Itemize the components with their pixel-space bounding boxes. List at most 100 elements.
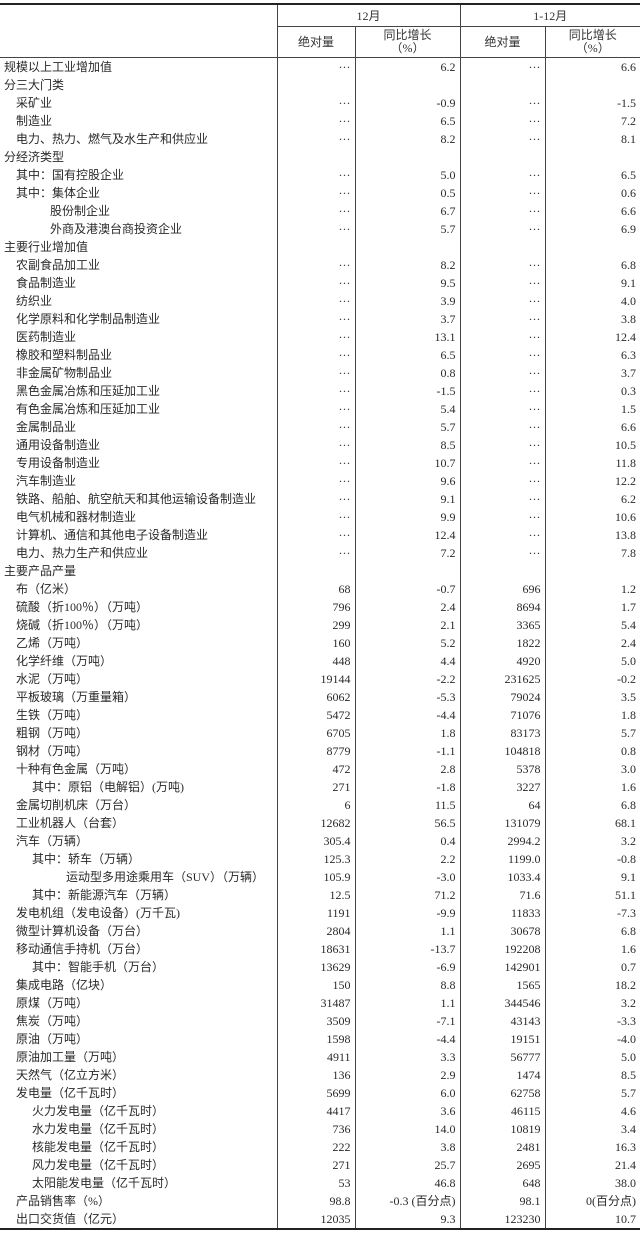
ytd-absolute: 71076 — [459, 706, 546, 724]
month-absolute: ··· — [276, 130, 355, 148]
ytd-absolute: 696 — [459, 580, 546, 598]
table-row: 粗钢（万吨） 6705 1.8 83173 5.7 — [0, 724, 640, 742]
row-label: 金属制品业 — [16, 420, 77, 434]
ytd-absolute — [459, 562, 546, 580]
table-row: 集成电路（亿块） 150 8.8 1565 18.2 — [0, 976, 640, 994]
row-label: 十种有色金属（万吨） — [16, 762, 137, 776]
ytd-yoy: 6.6 — [544, 418, 640, 436]
ytd-yoy: 16.3 — [544, 1138, 640, 1156]
row-label: 其中：智能手机（万台） — [32, 960, 165, 974]
row-label: 食品制造业 — [16, 276, 77, 290]
month-yoy: 1.1 — [354, 922, 461, 940]
month-yoy: 6.2 — [354, 57, 461, 76]
month-absolute: 12035 — [276, 1210, 355, 1230]
table-row: 水泥（万吨） 19144 -2.2 231625 -0.2 — [0, 670, 640, 688]
month-absolute: 160 — [276, 634, 355, 652]
table-row: 有色金属冶炼和压延加工业 ··· 5.4 ··· 1.5 — [0, 400, 640, 418]
table-row: 其中：原铝（电解铝）(万吨) 271 -1.8 3227 1.6 — [0, 778, 640, 796]
row-label: 专用设备制造业 — [16, 456, 101, 470]
table-row: 化学原料和化学制品制造业 ··· 3.7 ··· 3.8 — [0, 310, 640, 328]
ytd-yoy: 1.6 — [544, 778, 640, 796]
month-absolute: ··· — [276, 328, 355, 346]
ytd-yoy — [544, 562, 640, 580]
month-absolute: 1191 — [276, 904, 355, 922]
row-label: 布（亿米） — [16, 582, 77, 596]
month-yoy: 8.5 — [354, 436, 461, 454]
ytd-absolute: ··· — [459, 130, 546, 148]
month-yoy: -7.1 — [354, 1012, 461, 1030]
month-yoy: 5.2 — [354, 634, 461, 652]
ytd-absolute: ··· — [459, 382, 546, 400]
table-row: 农副食品加工业 ··· 8.2 ··· 6.8 — [0, 256, 640, 274]
table-row: 医药制造业 ··· 13.1 ··· 12.4 — [0, 328, 640, 346]
table-row: 外商及港澳台商投资企业 ··· 5.7 ··· 6.9 — [0, 220, 640, 238]
month-yoy: 9.9 — [354, 508, 461, 526]
row-label: 医药制造业 — [16, 330, 77, 344]
table-row: 其中：智能手机（万台） 13629 -6.9 142901 0.7 — [0, 958, 640, 976]
ytd-yoy: 5.0 — [544, 1048, 640, 1066]
month-yoy: -6.9 — [354, 958, 461, 976]
row-label: 化学纤维（万吨） — [16, 654, 113, 668]
ytd-yoy: 9.1 — [544, 274, 640, 292]
month-absolute: 136 — [276, 1066, 355, 1084]
table-row: 汽车（万辆） 305.4 0.4 2994.2 3.2 — [0, 832, 640, 850]
ytd-absolute: ··· — [459, 346, 546, 364]
row-label: 采矿业 — [16, 96, 53, 110]
ytd-absolute: 46115 — [459, 1102, 546, 1120]
row-label: 水力发电量（亿千瓦时） — [32, 1122, 165, 1136]
ytd-absolute: 56777 — [459, 1048, 546, 1066]
table-row: 专用设备制造业 ··· 10.7 ··· 11.8 — [0, 454, 640, 472]
ytd-absolute: 30678 — [459, 922, 546, 940]
ytd-absolute: ··· — [459, 436, 546, 454]
ytd-absolute: ··· — [459, 400, 546, 418]
month-absolute: 6 — [276, 796, 355, 814]
ytd-absolute: 1199.0 — [459, 850, 546, 868]
row-label: 发电量（亿千瓦时） — [16, 1086, 125, 1100]
ytd-yoy: -0.2 — [544, 670, 640, 688]
table-row: 股份制企业 ··· 6.7 ··· 6.6 — [0, 202, 640, 220]
table-row: 硫酸（折100％）（万吨） 796 2.4 8694 1.7 — [0, 598, 640, 616]
table-row: 工业机器人（台套） 12682 56.5 131079 68.1 — [0, 814, 640, 832]
month-absolute: ··· — [276, 400, 355, 418]
ytd-yoy: 3.2 — [544, 832, 640, 850]
ytd-yoy: 5.7 — [544, 1084, 640, 1102]
ytd-absolute: 1565 — [459, 976, 546, 994]
month-absolute: 98.8 — [276, 1192, 355, 1210]
ytd-yoy: -4.0 — [544, 1030, 640, 1048]
ytd-yoy: 11.8 — [544, 454, 640, 472]
table-row: 电气机械和器材制造业 ··· 9.9 ··· 10.6 — [0, 508, 640, 526]
row-label: 化学原料和化学制品制造业 — [16, 312, 161, 326]
ytd-yoy: 21.4 — [544, 1156, 640, 1174]
row-label: 金属切削机床（万台） — [16, 798, 137, 812]
ytd-absolute: 231625 — [459, 670, 546, 688]
row-label: 工业机器人（台套） — [16, 816, 125, 830]
month-absolute: 4911 — [276, 1048, 355, 1066]
table-row: 太阳能发电量（亿千瓦时） 53 46.8 648 38.0 — [0, 1174, 640, 1192]
row-label: 运动型多用途乘用车（SUV）（万辆） — [66, 870, 265, 884]
ytd-yoy: 3.7 — [544, 364, 640, 382]
ytd-yoy: 3.4 — [544, 1120, 640, 1138]
month-absolute: 305.4 — [276, 832, 355, 850]
row-label: 粗钢（万吨） — [16, 726, 89, 740]
header-month: 12月 — [276, 3, 461, 27]
ytd-yoy: 1.7 — [544, 598, 640, 616]
table-row: 其中：集体企业 ··· 0.5 ··· 0.6 — [0, 184, 640, 202]
row-label: 通用设备制造业 — [16, 438, 101, 452]
month-absolute: ··· — [276, 382, 355, 400]
month-absolute — [276, 562, 355, 580]
month-absolute: ··· — [276, 94, 355, 112]
month-yoy: -3.0 — [354, 868, 461, 886]
table-row: 移动通信手持机（万台） 18631 -13.7 192208 1.6 — [0, 940, 640, 958]
ytd-absolute: ··· — [459, 220, 546, 238]
ytd-absolute: 8694 — [459, 598, 546, 616]
ytd-absolute: 62758 — [459, 1084, 546, 1102]
ytd-yoy: 0.7 — [544, 958, 640, 976]
ytd-absolute: ··· — [459, 256, 546, 274]
header-yoy-unit: （%） — [390, 41, 425, 55]
ytd-yoy: 1.2 — [544, 580, 640, 598]
ytd-yoy: 7.8 — [544, 544, 640, 562]
ytd-yoy: 3.0 — [544, 760, 640, 778]
row-label: 风力发电量（亿千瓦时） — [32, 1158, 165, 1172]
row-label: 出口交货值（亿元） — [0, 1210, 277, 1230]
ytd-absolute: ··· — [459, 526, 546, 544]
